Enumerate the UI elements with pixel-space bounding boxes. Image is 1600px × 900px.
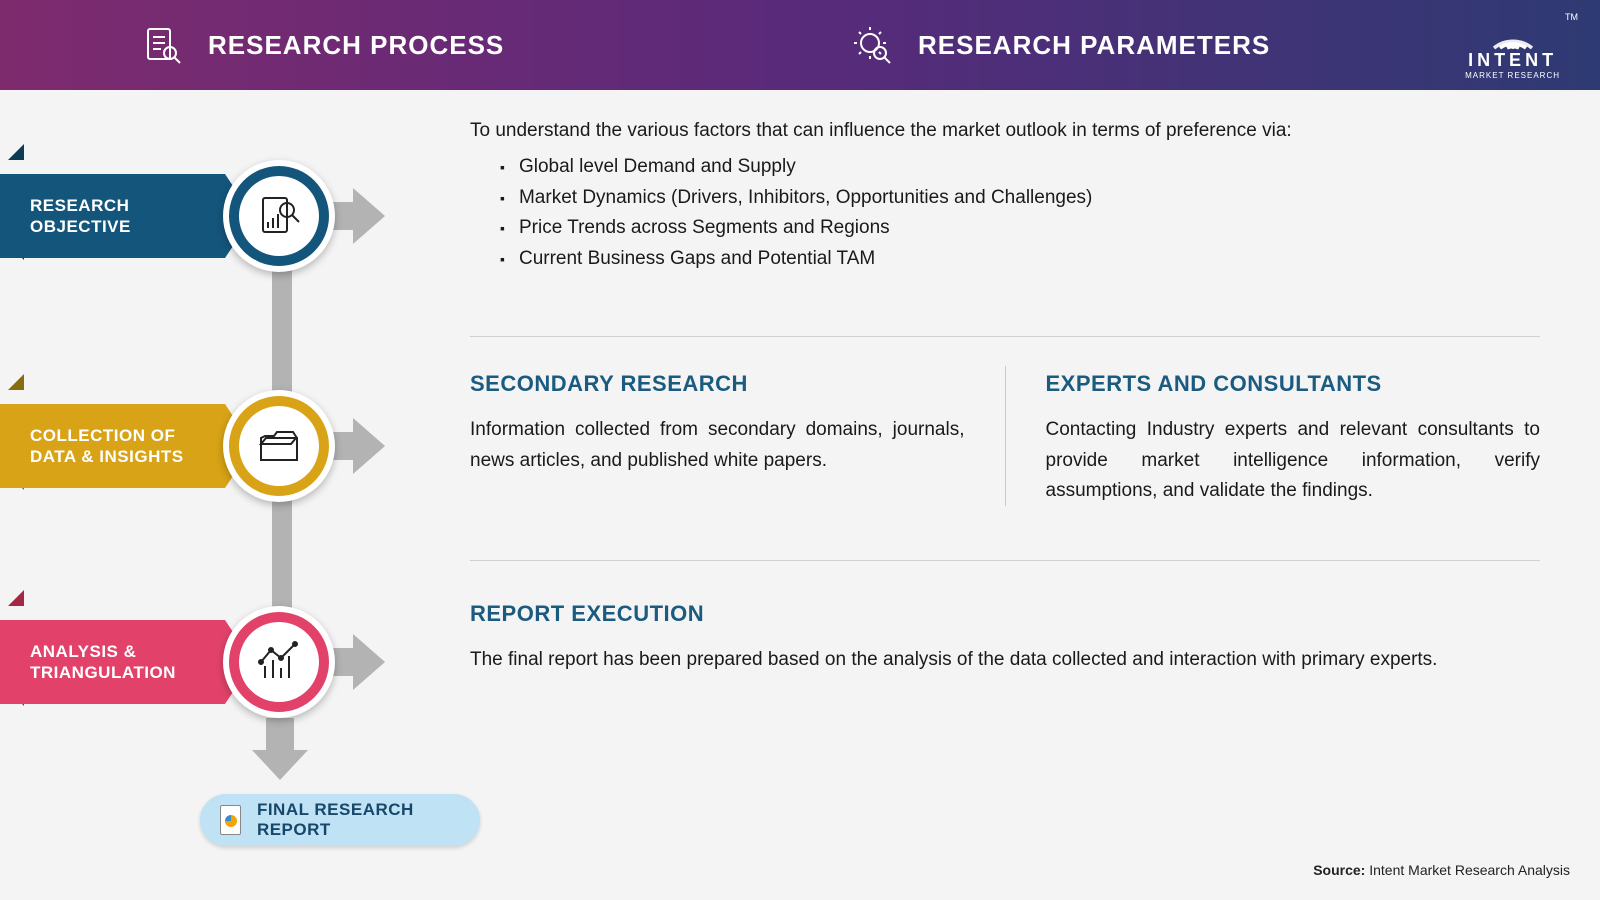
folder-icon <box>255 422 303 470</box>
bullet-list: Global level Demand and Supply Market Dy… <box>470 152 1540 274</box>
stage-label: COLLECTION OF DATA & INSIGHTS <box>30 425 205 468</box>
stage-label: RESEARCH OBJECTIVE <box>30 195 205 238</box>
header-bar: RESEARCH PROCESS RESEARCH PARAMETERS INT… <box>0 0 1600 90</box>
stage-content: SECONDARY RESEARCH Information collected… <box>470 366 1540 506</box>
stage-data-collection: COLLECTION OF DATA & INSIGHTS <box>0 390 353 502</box>
banner-notch <box>8 374 24 390</box>
section-body: The final report has been prepared based… <box>470 645 1540 675</box>
section-divider <box>470 336 1540 337</box>
column-secondary-research: SECONDARY RESEARCH Information collected… <box>470 366 1005 506</box>
stage-research-objective: RESEARCH OBJECTIVE <box>0 160 353 272</box>
report-search-icon <box>255 192 303 240</box>
chart-icon <box>255 638 303 686</box>
bullet-item: Price Trends across Segments and Regions <box>500 213 1540 243</box>
final-label: FINAL RESEARCH REPORT <box>257 800 460 840</box>
column-title: EXPERTS AND CONSULTANTS <box>1046 366 1541 401</box>
stage-banner: ANALYSIS & TRIANGULATION <box>0 620 225 704</box>
stage-banner: COLLECTION OF DATA & INSIGHTS <box>0 404 225 488</box>
document-search-icon <box>140 23 184 67</box>
banner-notch <box>8 590 24 606</box>
stage-content: REPORT EXECUTION The final report has be… <box>470 596 1540 676</box>
header-right-title: RESEARCH PARAMETERS <box>918 30 1270 61</box>
stage-label: ANALYSIS & TRIANGULATION <box>30 641 205 684</box>
column-title: SECONDARY RESEARCH <box>470 366 965 401</box>
logo-name: INTENT <box>1468 50 1557 71</box>
stage-banner: RESEARCH OBJECTIVE <box>0 174 225 258</box>
bullet-item: Market Dynamics (Drivers, Inhibitors, Op… <box>500 183 1540 213</box>
section-title: REPORT EXECUTION <box>470 596 1540 631</box>
body-area: RESEARCH OBJECTIVE To understand the var… <box>0 90 1600 900</box>
stage-circle <box>223 606 335 718</box>
logo-sub: MARKET RESEARCH <box>1465 71 1560 80</box>
stage-circle <box>223 160 335 272</box>
header-left-title: RESEARCH PROCESS <box>208 30 504 61</box>
stage-circle <box>223 390 335 502</box>
source-label: Source: <box>1313 862 1365 878</box>
bullet-item: Current Business Gaps and Potential TAM <box>500 244 1540 274</box>
final-report-pill: FINAL RESEARCH REPORT <box>200 794 480 846</box>
stage-content: To understand the various factors that c… <box>470 116 1540 274</box>
column-body: Information collected from secondary dom… <box>470 415 965 476</box>
gear-search-icon <box>850 23 894 67</box>
intro-text: To understand the various factors that c… <box>470 116 1540 146</box>
stage-analysis: ANALYSIS & TRIANGULATION <box>0 606 353 718</box>
logo-arcs-icon <box>1488 10 1538 50</box>
header-left: RESEARCH PROCESS <box>0 0 800 90</box>
bullet-item: Global level Demand and Supply <box>500 152 1540 182</box>
banner-notch <box>8 144 24 160</box>
source-value: Intent Market Research Analysis <box>1369 862 1570 878</box>
column-experts: EXPERTS AND CONSULTANTS Contacting Indus… <box>1005 366 1541 506</box>
trademark: TM <box>1565 12 1578 22</box>
brand-logo: INTENT MARKET RESEARCH <box>1465 10 1560 80</box>
source-attribution: Source: Intent Market Research Analysis <box>1313 862 1570 878</box>
section-divider <box>470 560 1540 561</box>
column-body: Contacting Industry experts and relevant… <box>1046 415 1541 506</box>
report-file-icon <box>220 805 241 835</box>
